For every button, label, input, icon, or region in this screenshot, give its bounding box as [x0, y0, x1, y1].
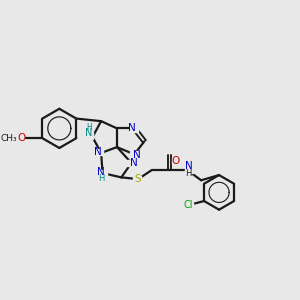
Text: N: N — [130, 158, 138, 168]
Bar — [95, 149, 103, 155]
Text: Cl: Cl — [184, 200, 193, 210]
Text: N: N — [133, 150, 140, 160]
Text: N: N — [85, 128, 93, 138]
Bar — [134, 176, 142, 182]
Text: H: H — [98, 174, 104, 183]
Bar — [85, 132, 93, 139]
Bar — [130, 125, 138, 131]
Bar — [130, 151, 138, 158]
Text: N: N — [97, 167, 105, 178]
Text: N: N — [94, 147, 101, 157]
Bar — [128, 160, 135, 166]
Bar — [172, 158, 179, 164]
Text: N: N — [185, 161, 193, 171]
Text: H: H — [86, 123, 92, 132]
Text: N: N — [128, 123, 136, 133]
Text: O: O — [172, 156, 180, 166]
Bar — [98, 170, 106, 176]
Text: H: H — [186, 169, 192, 178]
Bar — [185, 167, 193, 173]
Text: O: O — [17, 133, 26, 143]
Text: S: S — [134, 174, 141, 184]
Bar — [183, 202, 193, 208]
Text: CH₃: CH₃ — [0, 134, 17, 143]
